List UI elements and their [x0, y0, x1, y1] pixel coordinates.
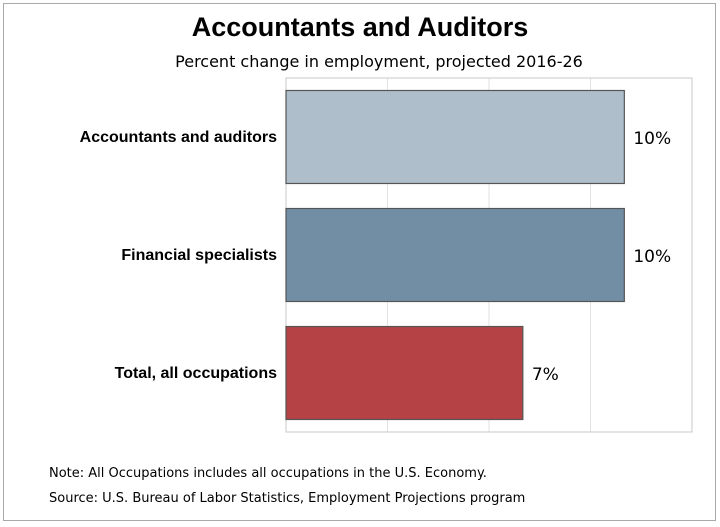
category-label: Total, all occupations	[115, 365, 277, 382]
bar	[285, 207, 625, 303]
category-label: Accountants and auditors	[80, 129, 277, 146]
data-label: 10%	[633, 129, 671, 149]
chart-subtitle: Percent change in employment, projected …	[175, 52, 583, 71]
bars: Accountants and auditors 10% Financial spe…	[80, 89, 671, 421]
data-label: 7%	[532, 365, 559, 385]
data-label: 10%	[633, 247, 671, 267]
category-label: Financial specialists	[121, 247, 277, 264]
chart-title: Accountants and Auditors	[191, 12, 529, 42]
bar	[285, 325, 524, 421]
source-note: Source: U.S. Bureau of Labor Statistics,…	[49, 491, 526, 506]
bar	[285, 89, 625, 185]
footnote: Note: All Occupations includes all occup…	[49, 466, 487, 481]
